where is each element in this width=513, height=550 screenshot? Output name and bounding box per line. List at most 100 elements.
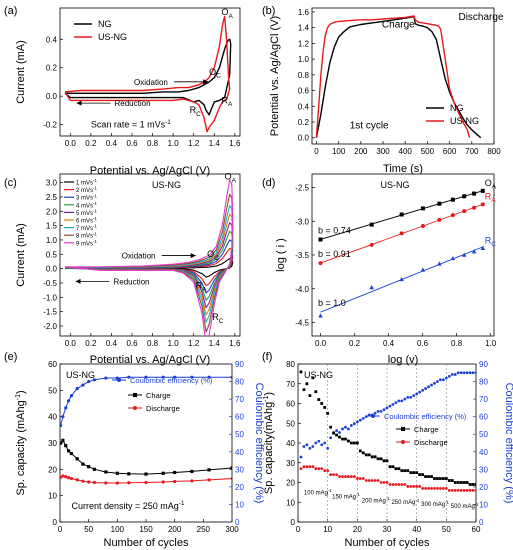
y-tick-label: 10 xyxy=(48,492,57,501)
plot-frame xyxy=(59,363,233,523)
data-point-coulombic-efficiency xyxy=(352,422,356,426)
annotation-oxidation: Oxidation xyxy=(134,78,168,87)
legend-label-7-mvs-1: 7 mVs-1 xyxy=(76,224,97,232)
panel-a-plot: 0.0 0.2 0.4 0.6 0.8 1.0 1.2 1.4 1.6 -0.2 0.0 0.2 0.4… xyxy=(43,7,241,148)
data-point-coulombic-efficiency xyxy=(344,425,347,429)
data-point-coulombic-efficiency xyxy=(453,373,457,376)
panel-c-label: (c) xyxy=(4,177,17,189)
plot-area xyxy=(318,188,485,318)
y-tick-label: 30 xyxy=(48,439,57,448)
panel-d: (d) 0.0 0.2 0.4 0.6 0.8 1.0 -4.5 -4.0 -3.5 -3.0 -2… xyxy=(262,173,497,366)
annotation-rc: RC xyxy=(212,312,224,325)
legend-label-ng: NG xyxy=(450,103,464,113)
x-tick-label: 1.4 xyxy=(209,139,221,148)
panel-d-label: (d) xyxy=(262,177,275,189)
y-tick-label: 0 xyxy=(53,518,58,527)
data-point-coulombic-efficiency xyxy=(430,383,433,387)
panel-b-plot: 0 100 200 300 400 500 600 700 800 0.0 0.2 0.4 0.6 0.8… xyxy=(298,7,504,156)
data-point-discharge xyxy=(308,465,312,469)
data-point-discharge xyxy=(456,489,460,492)
data-point-coulombic-efficiency xyxy=(379,410,383,413)
data-point-discharge xyxy=(444,487,448,490)
data-point-discharge xyxy=(409,485,413,488)
data-point-coulombic-efficiency xyxy=(444,376,448,380)
x-tick-label: 0.0 xyxy=(65,339,77,348)
panel-e-ylabel: Sp. capacity (mAhg-1) xyxy=(15,390,27,495)
y2-tick-label: 90 xyxy=(235,360,244,369)
legend-label-us-ng: US-NG xyxy=(98,32,127,42)
panel-f: (f) 0 10 20 30 40 50 6001020304050607080010203… xyxy=(262,351,513,549)
panel-f-ylabel-end: ) xyxy=(263,392,275,396)
y2-tick-label: 0 xyxy=(479,518,484,527)
plot-frame xyxy=(59,7,241,137)
panel-f-label: (f) xyxy=(262,351,272,363)
series-line-3-mvs-1 xyxy=(65,239,234,294)
data-point-discharge xyxy=(441,487,445,490)
data-point-charge xyxy=(441,477,445,480)
y-tick-label: 0.2 xyxy=(46,64,58,73)
panel-b-ylabel: Potential vs. Ag/AgCl (V) xyxy=(269,16,281,136)
data-point-coulombic-efficiency xyxy=(329,436,333,440)
x-tick-label: 250 xyxy=(197,525,211,534)
y-tick-label: 0.4 xyxy=(46,35,58,44)
series-line-coulombic-efficiency xyxy=(60,376,232,426)
data-point-charge xyxy=(329,425,333,429)
legend-label-discharge: Discharge xyxy=(414,438,448,447)
x-tick-label: 0.8 xyxy=(147,139,159,148)
slope-label-oa: b = 0.74 xyxy=(318,225,351,235)
data-point-charge xyxy=(299,370,303,374)
panel-title: US-NG xyxy=(304,370,333,380)
y2-tick-label: 20 xyxy=(235,483,244,492)
data-point-discharge xyxy=(421,487,424,490)
legend-label-2-mvs-1: 2 mVs-1 xyxy=(76,186,97,194)
panel-title: US-NG xyxy=(66,370,95,380)
data-point-oa xyxy=(369,222,374,227)
data-point-discharge xyxy=(332,473,335,476)
x-tick-label: 300 xyxy=(225,525,239,534)
data-point-oa xyxy=(399,212,404,217)
x-tick-label: 0.2 xyxy=(85,339,97,348)
series-line-2-mvs-1 xyxy=(65,247,234,287)
x-tick-label: 20 xyxy=(353,525,362,534)
data-point-discharge xyxy=(370,479,374,482)
x-tick-label: 10 xyxy=(323,525,332,534)
x-tick-label: 800 xyxy=(487,147,501,156)
x-tick-label: 300 xyxy=(376,147,390,156)
y-tick-label: 0.5 xyxy=(46,250,58,259)
panel-e-ylabel-sup: -1 xyxy=(15,394,22,400)
data-point-charge xyxy=(308,394,312,397)
legend-label-9-mvs-1: 9 mVs-1 xyxy=(76,239,97,247)
series-line-charge xyxy=(60,439,232,475)
data-point-discharge xyxy=(394,483,398,486)
x-tick-label: 60 xyxy=(472,525,481,534)
x-tick-label: 200 xyxy=(168,525,182,534)
panel-b: (b) 0 100 200 300 400 500 600 700 800 0.0 0.2 0.4 0.… xyxy=(262,5,504,175)
data-point-discharge xyxy=(347,475,350,478)
data-point-discharge xyxy=(450,489,454,492)
data-point-coulombic-efficiency xyxy=(335,429,338,433)
data-point-discharge xyxy=(323,469,327,473)
legend-marker-discharge xyxy=(401,440,405,444)
data-point-discharge xyxy=(471,489,475,492)
x-tick-label: 700 xyxy=(465,147,479,156)
data-point-coulombic-efficiency xyxy=(305,443,309,447)
rate-label: 200 mAg-1 xyxy=(362,496,390,504)
series-label: US-NG xyxy=(152,180,181,190)
data-point-discharge xyxy=(367,479,371,482)
data-point-discharge xyxy=(415,485,419,488)
panel-e-ylabel-main: Sp. capacity (mAhg xyxy=(15,400,27,495)
data-point-discharge xyxy=(299,467,303,471)
x-tick-label: 1.0 xyxy=(485,339,497,348)
data-point-charge xyxy=(421,473,424,476)
x-tick-label: 0.8 xyxy=(451,339,463,348)
legend-label-3-mvs-1: 3 mVs-1 xyxy=(76,193,97,201)
panel-e: (e) 0 50 100 150 200 250 300010203040506001020… xyxy=(4,351,265,549)
data-point-charge xyxy=(436,477,439,480)
slope-label-ra: b = 0.91 xyxy=(318,249,351,259)
data-point-discharge xyxy=(412,485,416,488)
data-point-discharge xyxy=(335,473,338,476)
arrow-head-reduction xyxy=(76,100,82,106)
data-point-coulombic-efficiency xyxy=(299,455,303,459)
data-point-charge xyxy=(406,469,410,473)
y-tick-label: -4.5 xyxy=(295,319,309,328)
